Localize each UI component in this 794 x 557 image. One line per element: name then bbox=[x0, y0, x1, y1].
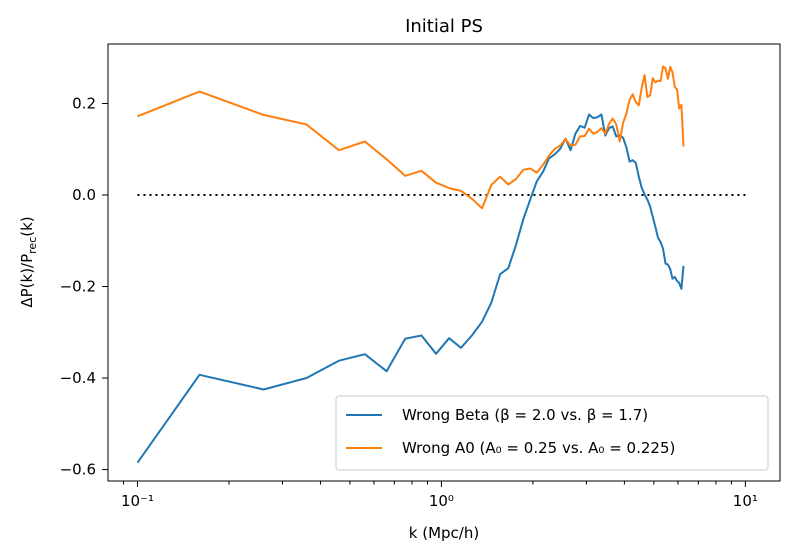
y-tick-label: −0.4 bbox=[60, 369, 96, 387]
y-tick-label: −0.6 bbox=[60, 461, 96, 479]
y-axis-label: ΔP(k)/Prec(k) bbox=[18, 216, 39, 307]
plot-frame bbox=[107, 43, 781, 482]
series-line-1 bbox=[136, 113, 685, 464]
legend-label-1: Wrong Beta (β = 2.0 vs. β = 1.7) bbox=[402, 406, 648, 424]
legend-box bbox=[335, 395, 769, 471]
chart-title: Initial PS bbox=[405, 16, 483, 37]
x-axis: 10⁻¹ 10⁰ 10¹ bbox=[121, 481, 758, 510]
legend-label-2: Wrong A0 (A₀ = 0.25 vs. A₀ = 0.225) bbox=[402, 439, 675, 457]
series-line-2 bbox=[137, 65, 685, 210]
series-layer bbox=[136, 65, 685, 464]
x-tick-label: 10⁰ bbox=[429, 492, 454, 510]
x-axis-label: k (Mpc/h) bbox=[409, 524, 479, 542]
legend: Wrong Beta (β = 2.0 vs. β = 1.7) Wrong A0… bbox=[335, 395, 769, 471]
y-tick-label: 0.2 bbox=[72, 94, 96, 112]
x-tick-label: 10⁻¹ bbox=[121, 492, 154, 510]
y-axis: −0.6 −0.4 −0.2 0.0 0.2 bbox=[60, 94, 108, 479]
y-tick-label: 0.0 bbox=[72, 186, 96, 204]
y-tick-label: −0.2 bbox=[60, 278, 96, 296]
x-tick-label: 10¹ bbox=[733, 492, 758, 510]
